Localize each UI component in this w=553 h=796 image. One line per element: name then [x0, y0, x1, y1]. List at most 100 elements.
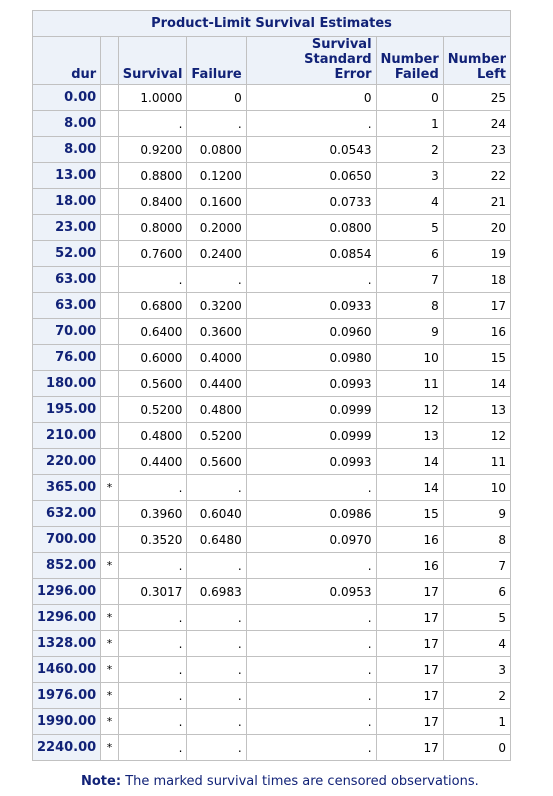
cell-number-left: 24 [442, 110, 512, 137]
cell-dur: 23.00 [31, 214, 102, 241]
cell-censor-marker [100, 344, 119, 371]
cell-dur: 632.00 [31, 500, 102, 527]
cell-survival: 0.9200 [117, 136, 188, 163]
cell-number-failed: 14 [375, 448, 444, 475]
table-title: Product-Limit Survival Estimates [32, 10, 511, 37]
cell-failure: . [186, 266, 247, 293]
cell-number-failed: 17 [375, 578, 444, 605]
cell-censor-marker [100, 526, 119, 553]
footnote: Note: The marked survival times are cens… [81, 774, 479, 789]
cell-survival: . [117, 630, 188, 657]
cell-number-failed: 2 [375, 136, 444, 163]
cell-number-failed: 14 [375, 474, 444, 501]
cell-number-failed: 17 [375, 682, 444, 709]
col-header-dur: dur [31, 36, 102, 85]
cell-number-failed: 1 [375, 110, 444, 137]
cell-failure: . [186, 682, 247, 709]
cell-failure: 0.1600 [186, 188, 247, 215]
cell-dur: 1460.00 [31, 656, 102, 683]
cell-number-left: 11 [442, 448, 512, 475]
table-row: 220.00 0.4400 0.5600 0.0993 14 11 [31, 448, 512, 475]
cell-number-left: 4 [442, 630, 512, 657]
cell-censor-marker [100, 162, 119, 189]
col-header-survival-std-error: Survival Standard Error [245, 36, 377, 85]
cell-survival: 0.8800 [117, 162, 188, 189]
cell-failure: 0.6480 [186, 526, 247, 553]
cell-dur: 70.00 [31, 318, 102, 345]
cell-std-error: . [245, 604, 377, 631]
cell-number-left: 18 [442, 266, 512, 293]
cell-dur: 1296.00 [31, 604, 102, 631]
cell-failure: . [186, 604, 247, 631]
cell-std-error: 0 [245, 84, 377, 111]
cell-number-failed: 8 [375, 292, 444, 319]
cell-std-error: . [245, 708, 377, 735]
cell-censor-marker [100, 396, 119, 423]
cell-number-failed: 15 [375, 500, 444, 527]
cell-censor-marker [100, 422, 119, 449]
cell-censor-marker [100, 136, 119, 163]
cell-censor-marker [100, 318, 119, 345]
cell-std-error: 0.0933 [245, 292, 377, 319]
cell-number-failed: 17 [375, 708, 444, 735]
cell-censor-marker: * [100, 682, 119, 709]
cell-number-left: 13 [442, 396, 512, 423]
cell-censor-marker: * [100, 552, 119, 579]
cell-number-failed: 17 [375, 604, 444, 631]
cell-number-left: 17 [442, 292, 512, 319]
cell-number-left: 3 [442, 656, 512, 683]
survival-estimates-table: Product-Limit Survival Estimates dur Sur… [31, 10, 512, 761]
cell-std-error: . [245, 474, 377, 501]
cell-dur: 2240.00 [31, 734, 102, 761]
cell-number-failed: 0 [375, 84, 444, 111]
cell-dur: 8.00 [31, 110, 102, 137]
cell-failure: 0.5600 [186, 448, 247, 475]
cell-std-error: 0.0953 [245, 578, 377, 605]
table-row: 1460.00 *... 17 3 [31, 656, 512, 683]
cell-failure: 0.4800 [186, 396, 247, 423]
cell-censor-marker: * [100, 604, 119, 631]
cell-std-error: 0.0980 [245, 344, 377, 371]
cell-dur: 365.00 [31, 474, 102, 501]
table-body: 0.00 1.0000 0 0 0 25 8.00... 1 24 8.00 0.9200 0.080… [31, 84, 512, 761]
cell-number-left: 1 [442, 708, 512, 735]
cell-number-left: 7 [442, 552, 512, 579]
cell-failure: . [186, 110, 247, 137]
table-row: 0.00 1.0000 0 0 0 25 [31, 84, 512, 111]
cell-survival: . [117, 682, 188, 709]
table-row: 195.00 0.5200 0.4800 0.0999 12 13 [31, 396, 512, 423]
cell-failure: 0.6983 [186, 578, 247, 605]
cell-dur: 1976.00 [31, 682, 102, 709]
cell-std-error: 0.0970 [245, 526, 377, 553]
col-header-number-left: Number Left [442, 36, 512, 85]
cell-dur: 76.00 [31, 344, 102, 371]
cell-censor-marker [100, 266, 119, 293]
cell-dur: 18.00 [31, 188, 102, 215]
cell-censor-marker: * [100, 656, 119, 683]
cell-std-error: . [245, 552, 377, 579]
cell-dur: 8.00 [31, 136, 102, 163]
cell-failure: . [186, 708, 247, 735]
cell-std-error: . [245, 110, 377, 137]
cell-censor-marker: * [100, 630, 119, 657]
cell-failure: 0.2400 [186, 240, 247, 267]
cell-failure: 0.4000 [186, 344, 247, 371]
cell-failure: 0.2000 [186, 214, 247, 241]
cell-censor-marker: * [100, 734, 119, 761]
cell-dur: 63.00 [31, 292, 102, 319]
table-row: 63.00... 7 18 [31, 266, 512, 293]
cell-survival: 0.8000 [117, 214, 188, 241]
note-label: Note: [81, 774, 122, 789]
cell-dur: 210.00 [31, 422, 102, 449]
table-row: 2240.00 *... 17 0 [31, 734, 512, 761]
cell-number-left: 9 [442, 500, 512, 527]
cell-std-error: 0.0999 [245, 422, 377, 449]
cell-failure: . [186, 734, 247, 761]
cell-number-failed: 5 [375, 214, 444, 241]
cell-std-error: . [245, 682, 377, 709]
cell-censor-marker [100, 370, 119, 397]
table-row: 52.00 0.7600 0.2400 0.0854 6 19 [31, 240, 512, 267]
table-row: 632.00 0.3960 0.6040 0.0986 15 9 [31, 500, 512, 527]
cell-failure: . [186, 656, 247, 683]
cell-std-error: 0.0854 [245, 240, 377, 267]
